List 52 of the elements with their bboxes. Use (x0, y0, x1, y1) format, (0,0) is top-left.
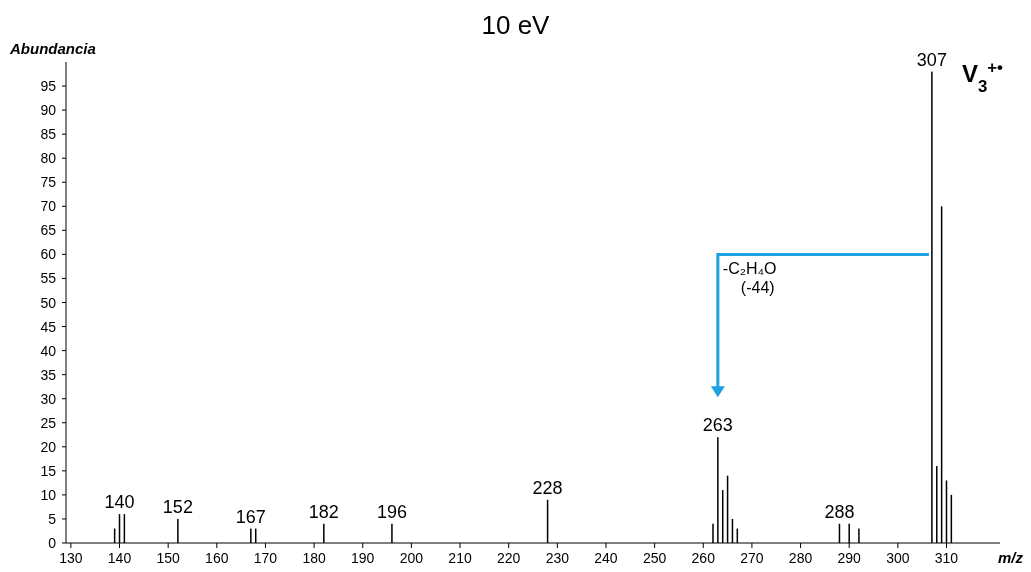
y-tick-label: 90 (40, 102, 57, 119)
y-tick-label: 75 (40, 174, 57, 191)
annotation: 263 (702, 415, 733, 436)
x-axis-title: m/z (997, 549, 1024, 566)
annotation: 140 (104, 492, 135, 513)
x-tick-label: 170 (253, 550, 278, 566)
y-tick-label: 0 (48, 535, 57, 551)
x-tick-label: 160 (205, 550, 229, 566)
y-tick-label: 95 (40, 78, 57, 95)
x-tick-label: 260 (691, 550, 716, 566)
y-tick-label: 70 (40, 198, 57, 215)
y-tick-label: 45 (40, 318, 57, 335)
annotation: 196 (376, 501, 407, 522)
y-tick-label: 65 (40, 222, 57, 239)
x-tick-label: 200 (399, 550, 424, 566)
annotation: 182 (308, 501, 339, 522)
annotation: 307 (916, 49, 947, 70)
y-tick-label: 60 (40, 246, 57, 263)
y-tick-label: 85 (40, 126, 57, 143)
x-tick-label: 180 (302, 550, 326, 566)
x-tick-label: 290 (837, 550, 862, 566)
annotation: 288 (824, 501, 855, 522)
annotation: 167 (235, 506, 266, 527)
y-tick-label: 15 (40, 462, 57, 479)
x-tick-label: 130 (59, 550, 83, 566)
y-tick-label: 10 (40, 486, 57, 503)
x-tick-label: 230 (545, 550, 570, 566)
y-tick-label: 80 (40, 150, 57, 167)
y-tick-label: 35 (40, 366, 57, 383)
x-tick-label: 270 (740, 550, 764, 566)
y-tick-label: 5 (48, 510, 57, 527)
y-tick-label: 30 (40, 390, 57, 407)
x-tick-label: 280 (788, 550, 813, 566)
x-tick-label: 310 (934, 550, 959, 566)
annotation: 152 (162, 496, 193, 517)
annotation: 228 (532, 477, 563, 498)
chart-title: 10 eV (481, 10, 551, 40)
y-tick-label: 50 (40, 294, 57, 311)
x-tick-label: 150 (156, 550, 181, 566)
x-tick-label: 220 (497, 550, 521, 566)
x-tick-label: 190 (351, 550, 375, 566)
annotation: -C₂H₄O (-44) (722, 260, 777, 297)
x-tick-label: 300 (886, 550, 910, 566)
y-tick-label: 25 (40, 414, 57, 431)
y-tick-label: 20 (40, 438, 57, 455)
y-tick-label: 55 (40, 270, 57, 287)
x-tick-label: 240 (594, 550, 618, 566)
x-tick-label: 140 (107, 550, 132, 566)
y-axis-title: Abundancia (9, 40, 96, 57)
y-tick-label: 40 (40, 342, 57, 359)
x-tick-label: 210 (448, 550, 472, 566)
x-tick-label: 250 (642, 550, 667, 566)
